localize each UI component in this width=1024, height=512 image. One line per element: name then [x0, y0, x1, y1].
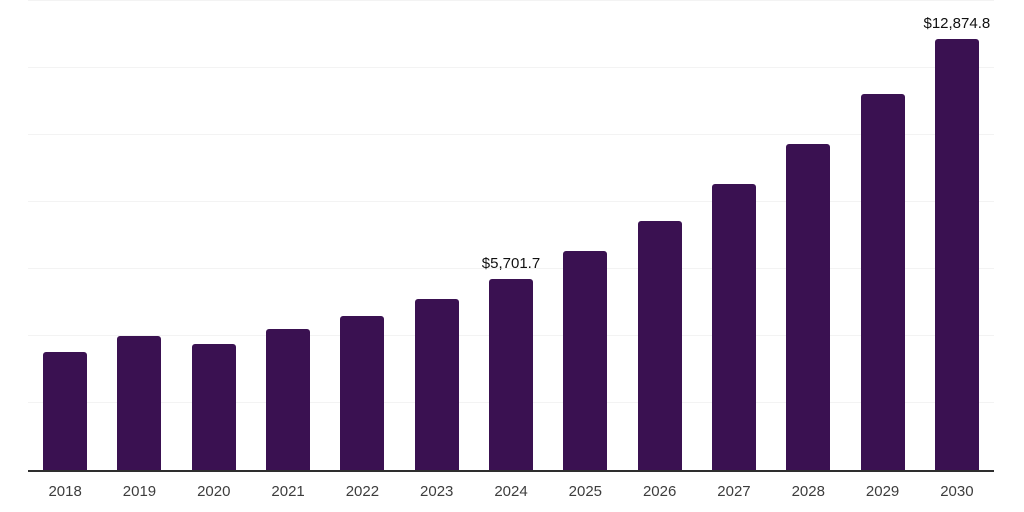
bar-2021: [266, 329, 311, 470]
bar-2029: [860, 94, 905, 470]
data-label-2030: $12,874.8: [923, 15, 991, 32]
bar-2024: [489, 279, 533, 470]
bar-2025: [563, 251, 608, 470]
bar-2030: [934, 39, 979, 470]
plot-area: $5,701.7 $12,874.8: [28, 0, 994, 472]
bar-2019: [117, 336, 162, 470]
bar-2023: [414, 299, 459, 470]
bar-2022: [340, 316, 385, 470]
bar-2026: [637, 221, 682, 470]
x-tick-label-2030: 2030: [940, 483, 974, 500]
x-tick-label-2022: 2022: [345, 483, 380, 500]
bar-2028: [786, 144, 831, 470]
bar-2018: [43, 352, 88, 470]
x-tick-label-2018: 2018: [48, 483, 82, 500]
gridline-10000: [28, 134, 994, 135]
data-label-2024: $5,701.7: [481, 255, 541, 272]
x-tick-label-2029: 2029: [865, 483, 900, 500]
gridline-14000: [28, 0, 994, 1]
x-tick-label-2019: 2019: [122, 483, 157, 500]
gridline-6000: [28, 268, 994, 269]
x-tick-label-2027: 2027: [717, 483, 751, 500]
x-tick-label-2028: 2028: [791, 483, 825, 500]
x-tick-label-2023: 2023: [420, 483, 454, 500]
x-axis-tick-labels: 2018 2019 2020 2021 2022 2023 2024 2025 2026 2027…: [28, 483, 994, 501]
x-tick-label-2024: 2024: [494, 483, 528, 500]
gridline-12000: [28, 67, 994, 68]
bar-2020: [191, 344, 236, 470]
bar-2027: [711, 184, 756, 470]
x-tick-label-2026: 2026: [642, 483, 677, 500]
gridline-8000: [28, 201, 994, 202]
x-tick-label-2025: 2025: [568, 483, 603, 500]
x-tick-label-2021: 2021: [271, 483, 305, 500]
x-tick-label-2020: 2020: [197, 483, 231, 500]
